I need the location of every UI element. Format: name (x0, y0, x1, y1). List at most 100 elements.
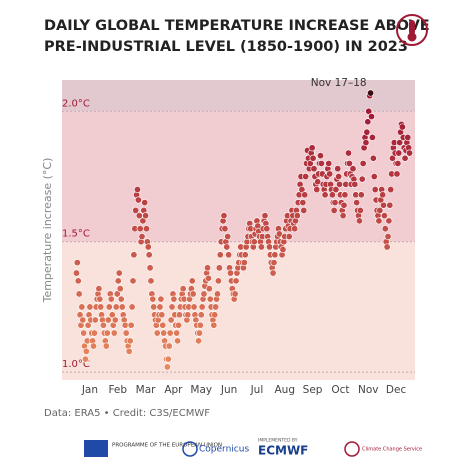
data-point (168, 303, 176, 311)
data-point (380, 212, 388, 220)
data-point (103, 329, 111, 337)
x-tick-label: Apr (164, 384, 183, 396)
data-point (316, 152, 324, 160)
data-point (114, 277, 122, 285)
data-point (241, 251, 249, 259)
data-point (357, 191, 365, 199)
y-tick-label: 2.0°C (62, 98, 90, 109)
data-point (147, 277, 155, 285)
data-point (125, 347, 133, 355)
data-point (122, 329, 130, 337)
data-point (159, 321, 167, 329)
data-point (145, 251, 153, 259)
data-point (285, 233, 293, 241)
data-point (341, 191, 349, 199)
data-point (225, 251, 233, 259)
data-point (395, 149, 403, 157)
data-point (170, 295, 178, 303)
data-point (381, 225, 389, 233)
data-point (204, 274, 212, 282)
data-point (394, 159, 402, 167)
data-point (215, 264, 223, 272)
data-point (212, 303, 220, 311)
data-point (175, 321, 183, 329)
data-point (223, 243, 231, 251)
data-point (190, 303, 198, 311)
data-point (328, 191, 336, 199)
x-tick-label: Feb (108, 384, 127, 396)
data-point (396, 139, 404, 147)
data-point (144, 243, 152, 251)
data-point (189, 290, 197, 298)
data-point (206, 295, 214, 303)
data-point (210, 321, 218, 329)
chart-title: DAILY GLOBAL TEMPERATURE INCREASE ABOVE (44, 18, 430, 34)
data-point (334, 165, 342, 173)
x-tick-label: Jan (81, 384, 98, 396)
data-point (165, 342, 173, 350)
data-point (220, 212, 228, 220)
data-point (271, 251, 279, 259)
data-point (332, 186, 340, 194)
data-point (97, 303, 105, 311)
data-point (132, 206, 140, 214)
data-point (293, 212, 301, 220)
data-point (216, 251, 224, 259)
data-point (188, 277, 196, 285)
footer-logos: PROGRAMME OF THE EUROPEAN UNION Copernic… (84, 438, 422, 458)
data-point (78, 303, 86, 311)
data-point (117, 295, 125, 303)
data-point (198, 303, 206, 311)
data-point (340, 201, 348, 209)
data-point (364, 118, 372, 126)
data-point (335, 173, 343, 181)
data-point (383, 243, 391, 251)
data-point (128, 303, 136, 311)
data-point (157, 295, 165, 303)
data-point (134, 186, 142, 194)
data-point (99, 321, 107, 329)
data-point (314, 178, 322, 186)
data-point (398, 123, 406, 131)
data-point (250, 238, 258, 246)
data-point (138, 233, 146, 241)
data-point (321, 191, 329, 199)
implemented-text: IMPLEMENTED BY (258, 438, 298, 444)
data-point (167, 316, 175, 324)
data-point (370, 173, 378, 181)
copernicus-text: Copernicus (199, 445, 249, 455)
data-point (376, 206, 384, 214)
data-point (279, 246, 287, 254)
data-point (91, 316, 99, 324)
data-point (126, 337, 134, 345)
data-point (367, 113, 375, 121)
data-point (130, 251, 138, 259)
data-point (118, 303, 126, 311)
data-point (300, 206, 308, 214)
data-point (380, 201, 388, 209)
data-point (81, 355, 89, 363)
data-point (80, 329, 88, 337)
data-point (86, 303, 94, 311)
data-point (310, 165, 318, 173)
data-point (196, 321, 204, 329)
data-point (156, 303, 164, 311)
data-point (369, 154, 377, 162)
data-point (112, 303, 120, 311)
data-point (150, 303, 158, 311)
data-point (197, 311, 205, 319)
data-point (356, 206, 364, 214)
data-point (115, 269, 123, 277)
data-point (339, 212, 347, 220)
ecmwf-text: ECMWF (258, 444, 308, 458)
data-point (240, 259, 248, 267)
data-point (82, 347, 90, 355)
data-point (195, 329, 203, 337)
data-point (90, 329, 98, 337)
data-point (104, 316, 112, 324)
data-point (308, 144, 316, 152)
data-point (371, 186, 379, 194)
data-point (166, 329, 174, 337)
data-point (110, 329, 118, 337)
y-axis-label: Temperature increase (°C) (41, 158, 54, 304)
